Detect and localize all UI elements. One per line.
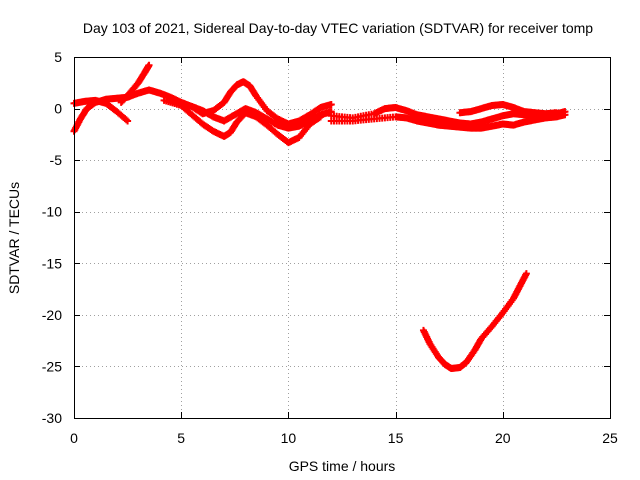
data-point: [561, 111, 569, 119]
series-track-b: [70, 96, 132, 125]
x-tick-label: 5: [177, 430, 185, 446]
y-tick-label: -25: [42, 358, 62, 374]
x-tick-label: 10: [281, 430, 297, 446]
data-points: [70, 61, 569, 372]
series-track-g: [327, 111, 569, 132]
data-point: [552, 109, 560, 117]
data-point: [145, 61, 153, 69]
y-axis-label: SDTVAR / TECUs: [6, 182, 22, 294]
x-tick-label: 15: [388, 430, 404, 446]
x-tick-label: 0: [70, 430, 78, 446]
y-tick-label: -30: [42, 410, 62, 426]
y-tick-label: -5: [50, 152, 63, 168]
series-track-d: [160, 96, 325, 147]
y-axis: 5 0 -5 -10 -15 -20 -25 -30: [42, 49, 610, 426]
y-tick-label: 0: [54, 101, 62, 117]
x-tick-label: 20: [495, 430, 511, 446]
x-axis: 0 5 10 15 20 25: [70, 57, 618, 446]
plot-frame: [74, 57, 611, 419]
series-track-i: [419, 270, 530, 372]
series-track-h: [456, 100, 560, 118]
y-tick-label: 5: [54, 49, 62, 65]
data-point: [522, 270, 530, 278]
x-tick-label: 25: [602, 430, 618, 446]
series-track-c: [117, 61, 153, 106]
data-point: [327, 100, 335, 108]
y-tick-label: -20: [42, 307, 62, 323]
data-point: [124, 117, 132, 125]
x-axis-label: GPS time / hours: [289, 458, 396, 474]
series-track-e: [188, 78, 335, 128]
y-tick-label: -10: [42, 204, 62, 220]
chart-title: Day 103 of 2021, Sidereal Day-to-day VTE…: [83, 20, 593, 36]
data-point: [317, 113, 325, 121]
y-tick-label: -15: [42, 255, 62, 271]
